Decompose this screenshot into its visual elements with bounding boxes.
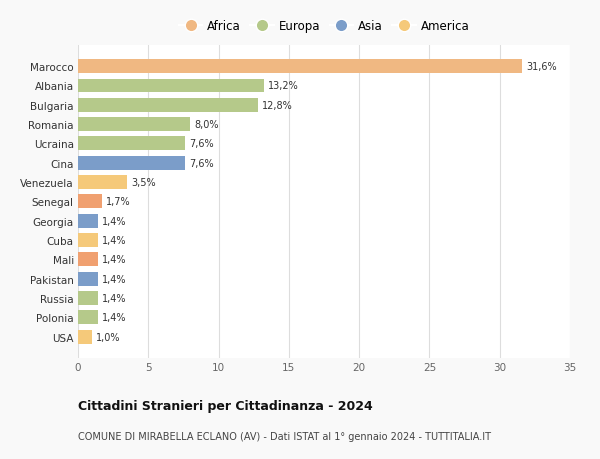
Text: 1,0%: 1,0% <box>96 332 121 342</box>
Text: 12,8%: 12,8% <box>262 101 293 111</box>
Bar <box>78 291 98 305</box>
Text: Cittadini Stranieri per Cittadinanza - 2024: Cittadini Stranieri per Cittadinanza - 2… <box>78 399 373 412</box>
Bar <box>78 234 98 247</box>
Bar <box>78 79 263 93</box>
Bar <box>78 99 258 112</box>
Text: 13,2%: 13,2% <box>268 81 299 91</box>
Text: 1,4%: 1,4% <box>102 313 127 323</box>
Bar <box>78 137 185 151</box>
Text: 1,4%: 1,4% <box>102 235 127 246</box>
Bar <box>78 60 522 74</box>
Text: 3,5%: 3,5% <box>131 178 156 188</box>
Text: 1,4%: 1,4% <box>102 216 127 226</box>
Bar <box>78 176 127 190</box>
Legend: Africa, Europa, Asia, America: Africa, Europa, Asia, America <box>179 20 469 33</box>
Text: 1,4%: 1,4% <box>102 293 127 303</box>
Bar <box>78 195 102 209</box>
Text: 1,7%: 1,7% <box>106 197 131 207</box>
Bar <box>78 272 98 286</box>
Bar <box>78 214 98 228</box>
Text: 7,6%: 7,6% <box>189 158 214 168</box>
Bar <box>78 118 190 132</box>
Text: COMUNE DI MIRABELLA ECLANO (AV) - Dati ISTAT al 1° gennaio 2024 - TUTTITALIA.IT: COMUNE DI MIRABELLA ECLANO (AV) - Dati I… <box>78 431 491 442</box>
Text: 8,0%: 8,0% <box>194 120 219 130</box>
Bar <box>78 330 92 344</box>
Bar <box>78 311 98 325</box>
Bar <box>78 253 98 267</box>
Text: 1,4%: 1,4% <box>102 255 127 265</box>
Text: 7,6%: 7,6% <box>189 139 214 149</box>
Text: 31,6%: 31,6% <box>526 62 557 72</box>
Text: 1,4%: 1,4% <box>102 274 127 284</box>
Bar <box>78 157 185 170</box>
